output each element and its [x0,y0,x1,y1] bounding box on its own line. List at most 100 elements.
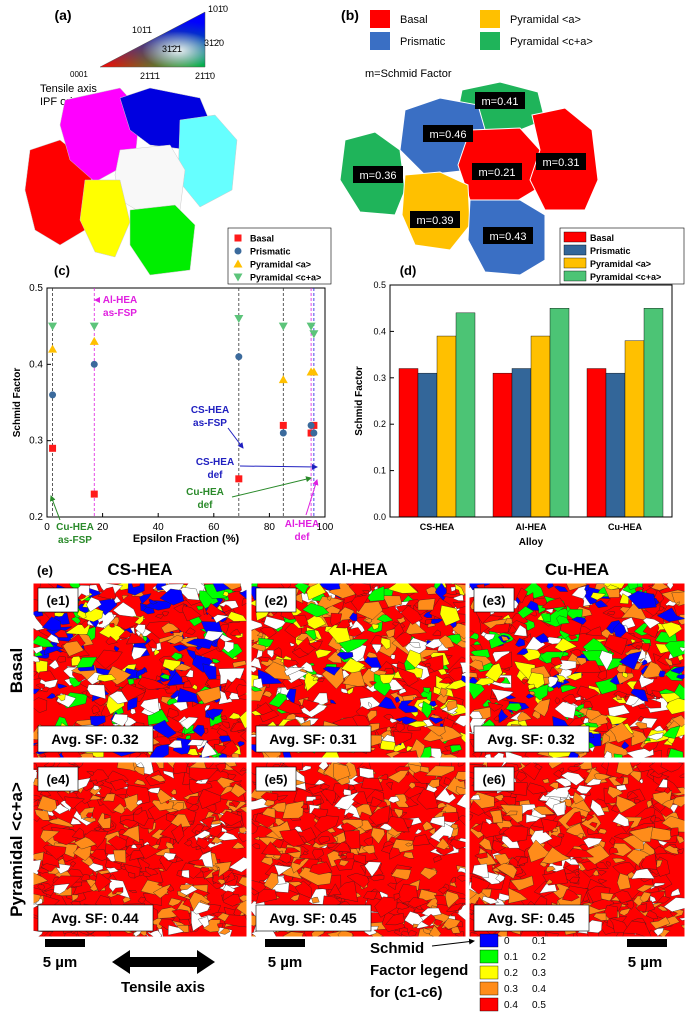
marker [235,235,242,242]
sf-bin-to: 0.4 [532,984,546,995]
x-tick-label: 20 [97,522,109,533]
ipf-label: 101̄0 [208,4,228,14]
sf-bin-from: 0.1 [504,952,518,963]
annotation: as-FSP [58,535,92,546]
legend-swatch [564,232,586,242]
annotation: Al-HEA [285,519,319,530]
avg-label: Avg. SF: 0.45 [487,910,575,926]
bar [437,336,456,517]
sf-bin-from: 0.2 [504,968,518,979]
legend-label: Prismatic [590,246,631,256]
sf-swatch [480,966,498,979]
bar [456,313,475,517]
annotation: CS-HEA [191,405,229,416]
caption: m=Schmid Factor [365,68,452,80]
bar [512,369,531,517]
x-tick-label: Cu-HEA [608,522,642,532]
legend-label: Prismatic [250,247,291,257]
sf-swatch [480,998,498,1011]
sf-legend-title: for (c1-c6) [370,984,443,1001]
bar [587,369,606,517]
y-axis-label: Schmid Factor [354,366,365,436]
bar [399,369,418,517]
grain [425,620,432,625]
legend-label: Pyramidal <c+a> [250,273,321,283]
legend-label: Basal [400,14,428,26]
legend-label: Pyramidal <c+a> [590,272,661,282]
ipf-label: 31̄2̄0 [204,38,224,48]
legend-label: Prismatic [400,36,446,48]
grain [248,581,258,588]
panel-label: (e) [37,563,53,578]
marker [234,315,243,323]
tile-label: (e5) [264,772,287,787]
grain [130,205,195,275]
x-tick-label: 60 [208,522,220,533]
x-axis-label: Alloy [519,537,544,548]
column-header: Al-HEA [329,560,388,579]
y-tick-label: 0.3 [29,436,43,447]
annotation: as-FSP [103,308,137,319]
tile-label: (e6) [482,772,505,787]
scale-label: 5 µm [43,954,78,971]
panel-a: (a) 101̄0 101̄1 31̄2̄1 31̄2̄0 0001 21̄1̄… [25,4,237,275]
grain [670,828,678,837]
avg-label: Avg. SF: 0.44 [51,910,139,926]
y-tick-label: 0.0 [373,512,386,522]
grain-label: m=0.46 [430,129,467,141]
sf-bin-from: 0 [504,936,510,947]
legend-label: Pyramidal <a> [250,260,311,270]
grain [28,698,47,713]
annotation: as-FSP [193,418,227,429]
annotation-arrow [228,428,243,448]
y-tick-label: 0.4 [29,359,43,370]
legend-label: Pyramidal <a> [590,259,651,269]
scale-label: 5 µm [268,954,303,971]
marker [91,361,98,368]
annotation: Al-HEA [103,295,137,306]
marker [49,391,56,398]
x-tick-label: 40 [153,522,165,533]
plot-frame [47,288,325,517]
grain [113,850,126,863]
scale-bar [627,939,667,947]
annotation: def [208,470,224,481]
panel-label: (a) [54,7,71,23]
tile-label: (e3) [482,593,505,608]
sf-bin-to: 0.5 [532,1000,546,1011]
x-tick-label: 80 [264,522,276,533]
row-header: Pyramidal <c+a> [7,782,26,917]
marker [280,430,287,437]
sf-legend-arrow [432,941,474,946]
legend-swatch [480,10,500,28]
grain-label: m=0.31 [543,157,580,169]
sf-bin-from: 0.3 [504,984,518,995]
legend-swatch [564,245,586,255]
scale-bar [45,939,85,947]
panel-label: (c) [54,263,70,278]
bar [625,341,644,517]
marker [235,248,242,255]
grain-label: m=0.36 [360,170,397,182]
grain [178,115,237,207]
ipf-label: 21̄1̄0 [195,71,215,81]
bar [644,308,663,517]
bar [493,373,512,517]
ipf-label: 0001 [70,70,88,79]
tile-label: (e4) [46,772,69,787]
panel-label: (b) [341,7,359,23]
grain-label: m=0.41 [482,96,519,108]
tensile-arrow [112,950,215,974]
panel-label: (d) [400,263,417,278]
annotation: def [198,500,214,511]
annotation: def [295,532,311,543]
marker [90,323,99,331]
sf-swatch [480,982,498,995]
y-tick-label: 0.5 [29,283,43,294]
marker [279,375,288,383]
grain-label: m=0.21 [479,167,516,179]
marker [235,475,242,482]
